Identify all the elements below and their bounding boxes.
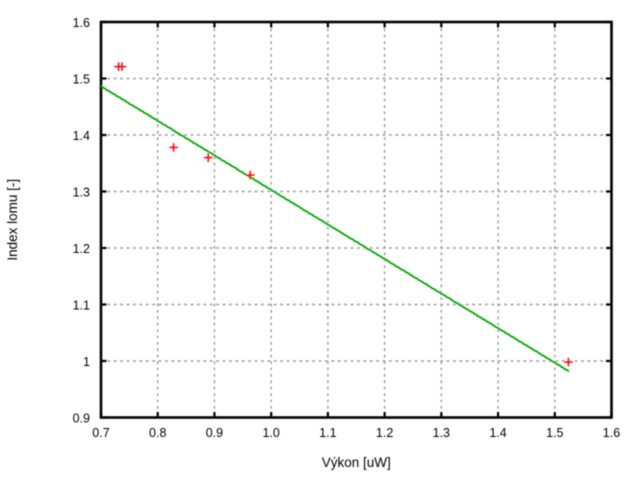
svg-text:1.2: 1.2 <box>376 426 393 440</box>
svg-text:1.3: 1.3 <box>73 186 90 200</box>
svg-text:1: 1 <box>83 355 90 369</box>
svg-text:1.6: 1.6 <box>73 16 90 30</box>
svg-text:Index lomu [-]: Index lomu [-] <box>5 179 20 261</box>
svg-text:0.9: 0.9 <box>73 412 90 426</box>
svg-text:0.9: 0.9 <box>206 426 223 440</box>
svg-text:1.4: 1.4 <box>73 129 90 143</box>
svg-text:1.6: 1.6 <box>603 426 620 440</box>
svg-text:1.5: 1.5 <box>546 426 563 440</box>
svg-text:1.4: 1.4 <box>489 426 506 440</box>
svg-text:Výkon [uW]: Výkon [uW] <box>322 455 391 470</box>
svg-text:1.3: 1.3 <box>433 426 450 440</box>
svg-text:1.2: 1.2 <box>73 242 90 256</box>
svg-text:0.8: 0.8 <box>149 426 166 440</box>
svg-text:1.0: 1.0 <box>262 426 279 440</box>
svg-text:1.1: 1.1 <box>73 299 90 313</box>
svg-text:1.1: 1.1 <box>319 426 336 440</box>
svg-text:0.7: 0.7 <box>92 426 109 440</box>
svg-text:1.5: 1.5 <box>73 73 90 87</box>
